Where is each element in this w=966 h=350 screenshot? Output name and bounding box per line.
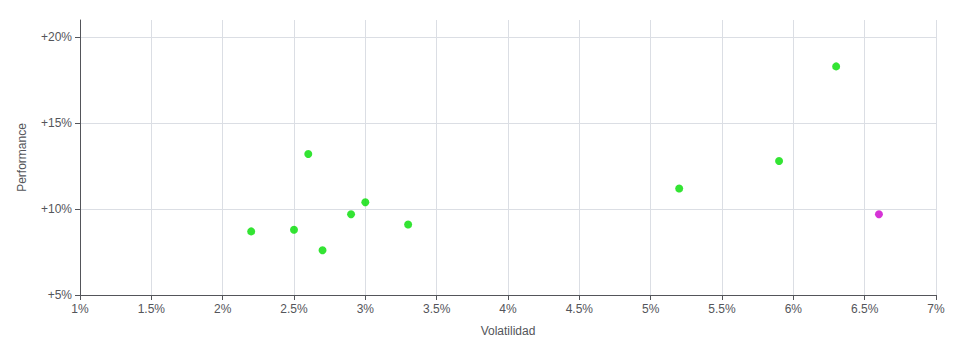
svg-text:+15%: +15% — [41, 116, 72, 130]
svg-text:1.5%: 1.5% — [138, 302, 166, 316]
svg-text:3%: 3% — [357, 302, 375, 316]
svg-text:2%: 2% — [214, 302, 232, 316]
svg-text:+20%: +20% — [41, 30, 72, 44]
svg-text:2.5%: 2.5% — [280, 302, 308, 316]
svg-text:+5%: +5% — [48, 288, 73, 302]
svg-text:6.5%: 6.5% — [851, 302, 879, 316]
svg-text:3.5%: 3.5% — [423, 302, 451, 316]
svg-text:Performance: Performance — [15, 123, 29, 192]
svg-text:1%: 1% — [71, 302, 89, 316]
svg-text:Volatilidad: Volatilidad — [481, 324, 536, 338]
svg-text:7%: 7% — [927, 302, 945, 316]
svg-text:4.5%: 4.5% — [566, 302, 594, 316]
svg-text:6%: 6% — [785, 302, 803, 316]
svg-text:5.5%: 5.5% — [708, 302, 736, 316]
svg-text:5%: 5% — [642, 302, 660, 316]
svg-text:+10%: +10% — [41, 202, 72, 216]
svg-text:4%: 4% — [499, 302, 517, 316]
